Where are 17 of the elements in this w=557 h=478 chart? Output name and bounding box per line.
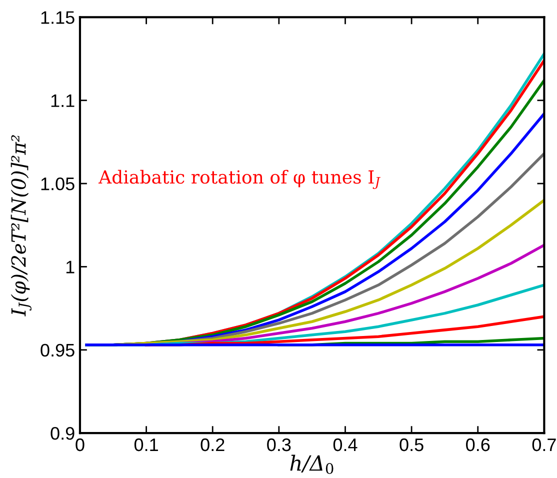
x-tick-label: 0.7	[532, 438, 556, 452]
y-tick-label: 1.1	[51, 94, 74, 107]
x-tick-label: 0	[76, 438, 84, 452]
annotation: Adiabatic rotation of φ tunes I$_{J}$	[98, 170, 381, 189]
y-tick-label: 0.95	[40, 344, 74, 357]
x-tick-label: 0.5	[400, 438, 424, 452]
x-tick-label: 0.6	[466, 438, 490, 452]
y-axis-title: I$_{J}$(φ)/2eT²[N(0)]²π²	[10, 135, 32, 316]
x-tick-label: 0.1	[134, 438, 158, 452]
x-tick-label: 0.4	[333, 438, 358, 452]
y-tick-label: 0.9	[50, 427, 74, 440]
x-tick-label: 0.3	[267, 438, 291, 452]
x-tick-label: 0.2	[200, 438, 224, 452]
x-axis-title: h/Δ$_{0}$	[290, 454, 334, 474]
y-tick-label: 1.05	[41, 177, 74, 190]
y-tick-label: 1	[66, 260, 74, 274]
y-tick-label: 1.15	[41, 11, 74, 24]
